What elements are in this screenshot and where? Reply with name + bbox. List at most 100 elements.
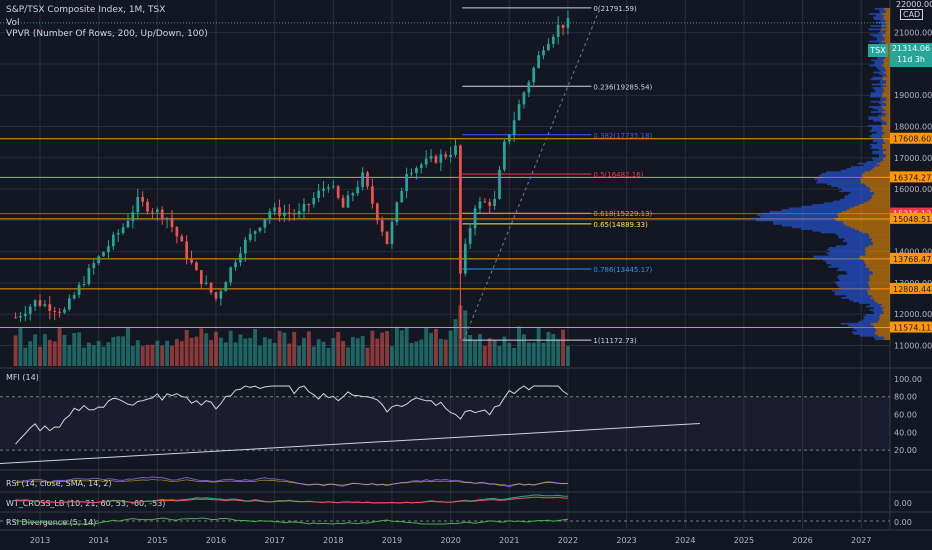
- volume-bar: [404, 327, 409, 366]
- vpvr-up-bar: [773, 222, 844, 225]
- vpvr-up-bar: [826, 252, 865, 255]
- candle-body: [434, 156, 438, 163]
- vpvr-up-bar: [840, 322, 871, 325]
- vpvr-up-bar: [850, 191, 875, 194]
- fib-level-label: 0.236(19285.54): [593, 83, 652, 91]
- candle-body: [327, 187, 330, 189]
- vpvr-up-bar: [801, 205, 855, 208]
- vpvr-down-bar: [874, 331, 890, 334]
- vpvr-up-bar: [876, 37, 885, 39]
- candle-body: [38, 300, 42, 306]
- vpvr-up-bar: [868, 124, 882, 127]
- mfi-line: [15, 385, 569, 445]
- candle-body: [131, 212, 135, 221]
- vpvr-down-bar: [864, 183, 890, 186]
- vpvr-up-bar: [868, 40, 882, 43]
- vpvr-down-bar: [884, 90, 890, 93]
- candle-body: [214, 292, 218, 299]
- vpvr-down-bar: [872, 241, 890, 244]
- candle-body: [82, 284, 86, 286]
- vpvr-down-bar: [869, 278, 890, 280]
- vpvr-down-bar: [858, 229, 890, 232]
- vpvr-down-bar: [884, 131, 890, 134]
- vpvr-down-bar: [861, 174, 890, 177]
- candle-body: [234, 262, 237, 268]
- volume-bar: [375, 338, 380, 366]
- candle-body: [243, 239, 247, 254]
- volume-indicator-label: Vol: [6, 18, 20, 28]
- vpvr-down-bar: [869, 235, 890, 237]
- volume-bar: [350, 337, 355, 366]
- vpvr-down-bar: [883, 140, 890, 143]
- vpvr-down-bar: [884, 142, 890, 144]
- mfi-axis-tick: 100.00: [894, 375, 922, 384]
- volume-bar: [52, 341, 57, 366]
- vpvr-up-bar: [881, 123, 887, 125]
- vpvr-down-bar: [881, 40, 890, 43]
- volume-bar: [341, 340, 346, 366]
- vpvr-down-bar: [883, 159, 890, 162]
- candle-body: [229, 267, 232, 283]
- vpvr-up-bar: [842, 188, 871, 191]
- vpvr-down-bar: [864, 260, 890, 263]
- vpvr-up-bar: [880, 19, 887, 22]
- candle-body: [395, 202, 399, 222]
- candle-body: [23, 313, 27, 316]
- vpvr-up-bar: [879, 30, 886, 33]
- vpvr-down-bar: [886, 23, 890, 26]
- vpvr-up-bar: [835, 245, 869, 248]
- vpvr-up-bar: [877, 57, 885, 60]
- vpvr-down-bar: [886, 121, 890, 124]
- vpvr-down-bar: [881, 130, 890, 132]
- vpvr-down-bar: [843, 221, 890, 224]
- vpvr-down-bar: [885, 11, 890, 14]
- volume-bar: [419, 339, 424, 366]
- volume-bar: [531, 342, 536, 366]
- vpvr-up-bar: [853, 327, 876, 330]
- vpvr-down-bar: [864, 262, 890, 265]
- vpvr-up-bar: [876, 21, 885, 24]
- vpvr-up-bar: [846, 167, 873, 170]
- vpvr-down-bar: [882, 136, 890, 139]
- mfi-trendline: [0, 422, 700, 465]
- mfi-band: [0, 396, 890, 451]
- rsi-divergence-title: RSI Divergence (5, 14): [6, 518, 96, 527]
- volume-bar: [502, 336, 507, 366]
- vpvr-down-bar: [885, 9, 890, 12]
- vpvr-down-bar: [875, 327, 890, 330]
- vpvr-up-bar: [875, 14, 885, 17]
- volume-bar: [13, 335, 18, 366]
- volume-bar: [526, 342, 531, 366]
- vpvr-up-bar: [851, 331, 875, 334]
- vpvr-up-bar: [813, 257, 860, 260]
- vpvr-up-bar: [869, 135, 882, 138]
- candle-body: [493, 199, 496, 206]
- volume-bar: [380, 332, 385, 366]
- vpvr-down-bar: [879, 319, 890, 322]
- candle-body: [273, 207, 276, 212]
- vpvr-up-bar: [830, 250, 867, 253]
- vpvr-down-bar: [885, 73, 890, 76]
- fib-level-label: 0.786(13445.17): [593, 266, 652, 274]
- fib-level-label: 0.618(15229.13): [593, 210, 652, 218]
- volume-bar: [218, 337, 223, 366]
- volume-bar: [194, 336, 199, 366]
- time-axis-tick: 2026: [792, 536, 812, 545]
- candle-body: [63, 309, 66, 313]
- time-axis-tick: 2023: [616, 536, 636, 545]
- volume-bar: [116, 336, 121, 366]
- vpvr-down-bar: [868, 233, 890, 236]
- candle-body: [503, 141, 506, 170]
- vpvr-down-bar: [865, 265, 890, 268]
- vpvr-down-bar: [881, 13, 890, 15]
- vpvr-down-bar: [859, 257, 890, 260]
- level-price-badge: [890, 212, 932, 224]
- vpvr-down-bar: [846, 224, 890, 227]
- currency-label: CAD: [900, 9, 924, 20]
- vpvr-down-bar: [882, 100, 890, 103]
- vpvr-down-bar: [883, 7, 890, 10]
- mfi-axis-tick: 40.00: [894, 428, 917, 437]
- volume-bar: [135, 340, 140, 366]
